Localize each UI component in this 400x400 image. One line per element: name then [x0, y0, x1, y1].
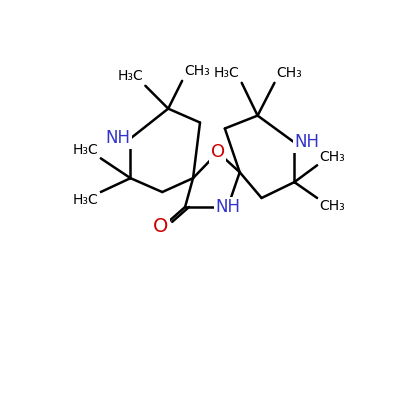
Text: CH₃: CH₃	[184, 64, 210, 78]
Text: O: O	[152, 217, 168, 236]
Text: H₃C: H₃C	[214, 66, 240, 80]
Text: NH: NH	[294, 134, 319, 152]
Text: CH₃: CH₃	[319, 199, 345, 213]
Text: NH: NH	[106, 130, 130, 148]
Text: H₃C: H₃C	[118, 69, 143, 83]
Text: CH₃: CH₃	[319, 150, 345, 164]
Text: O: O	[211, 143, 225, 161]
Text: H₃C: H₃C	[73, 143, 99, 157]
Text: CH₃: CH₃	[276, 66, 302, 80]
Text: NH: NH	[215, 198, 240, 216]
Text: H₃C: H₃C	[73, 193, 99, 207]
